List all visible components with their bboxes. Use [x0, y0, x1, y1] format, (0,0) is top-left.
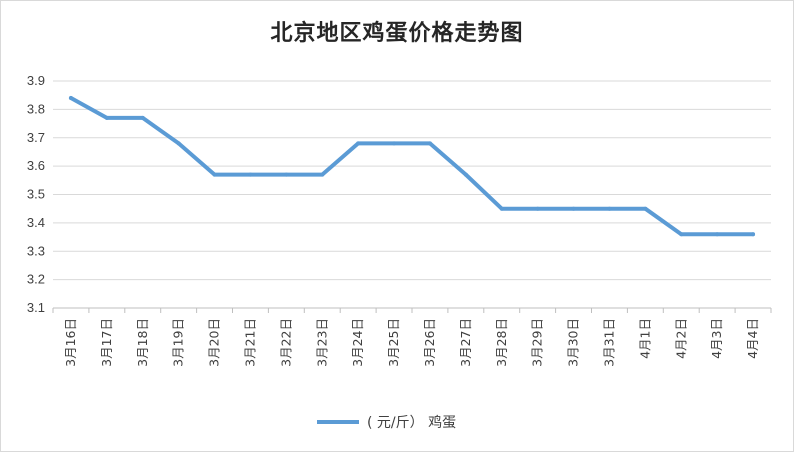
- x-tick-label: 3月27日: [458, 318, 473, 367]
- y-tick-label: 3.3: [27, 243, 45, 258]
- y-tick-label: 3.7: [27, 130, 45, 145]
- data-point: [751, 232, 756, 237]
- x-tick-label: 4月1日: [637, 318, 652, 359]
- data-point: [392, 141, 397, 146]
- x-tick-label: 3月30日: [566, 318, 581, 367]
- x-tick-label: 3月19日: [171, 318, 186, 367]
- x-tick-label: 4月4日: [745, 318, 760, 359]
- series-line: [68, 96, 756, 237]
- data-point: [356, 141, 361, 146]
- data-point: [571, 206, 576, 211]
- data-point: [427, 141, 432, 146]
- y-tick-label: 3.1: [27, 300, 45, 315]
- y-tick-label: 3.9: [27, 73, 45, 88]
- x-tick-label: 3月29日: [530, 318, 545, 367]
- y-tick-label: 3.5: [27, 187, 45, 202]
- x-tick-label: 4月3日: [709, 318, 724, 359]
- y-tick-label: 3.8: [27, 101, 45, 116]
- data-point: [499, 206, 504, 211]
- x-tick-label: 3月28日: [494, 318, 509, 367]
- legend-label: ( 元/斤） 鸡蛋: [367, 414, 456, 431]
- y-axis-ticks: 3.1 3.2 3.3 3.4 3.5 3.6 3.7 3.8 3.9: [27, 73, 45, 315]
- legend: ( 元/斤） 鸡蛋: [317, 414, 456, 431]
- x-tick-label: 3月25日: [386, 318, 401, 367]
- data-point: [140, 115, 145, 120]
- x-tick-label: 3月18日: [135, 318, 150, 367]
- chart-title: 北京地区鸡蛋价格走势图: [270, 21, 524, 46]
- data-point: [212, 172, 217, 177]
- data-point: [284, 172, 289, 177]
- x-tick-label: 4月2日: [673, 318, 688, 359]
- data-point: [607, 206, 612, 211]
- x-tick-label: 3月31日: [601, 318, 616, 367]
- x-tick-label: 3月16日: [63, 318, 78, 367]
- x-tick-label: 3月26日: [422, 318, 437, 367]
- x-axis-ticks: 3月16日 3月17日 3月18日 3月19日 3月20日 3月21日 3月22日 3月23日…: [52, 308, 772, 367]
- data-point: [176, 141, 181, 146]
- y-tick-label: 3.4: [27, 215, 45, 230]
- series-layer: [68, 96, 756, 237]
- data-point: [248, 172, 253, 177]
- data-point: [104, 115, 109, 120]
- x-tick-label: 3月23日: [314, 318, 329, 367]
- data-point: [679, 232, 684, 237]
- y-tick-label: 3.6: [27, 158, 45, 173]
- data-point: [715, 232, 720, 237]
- x-tick-label: 3月20日: [207, 318, 222, 367]
- x-tick-label: 3月24日: [350, 318, 365, 367]
- x-tick-label: 3月17日: [99, 318, 114, 367]
- x-tick-label: 3月22日: [278, 318, 293, 367]
- data-point: [535, 206, 540, 211]
- y-tick-label: 3.2: [27, 272, 45, 287]
- data-point: [320, 172, 325, 177]
- data-point: [643, 206, 648, 211]
- x-tick-label: 3月21日: [242, 318, 257, 367]
- data-point: [68, 96, 73, 101]
- gridlines: [53, 80, 771, 309]
- data-point: [463, 172, 468, 177]
